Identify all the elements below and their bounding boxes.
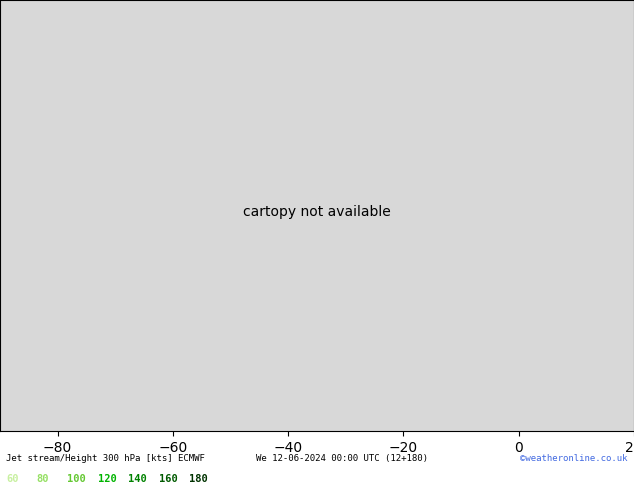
Text: cartopy not available: cartopy not available (243, 205, 391, 219)
Text: 80: 80 (37, 474, 49, 484)
Text: 120: 120 (98, 474, 117, 484)
Text: 60: 60 (6, 474, 19, 484)
Text: ©weatheronline.co.uk: ©weatheronline.co.uk (520, 454, 628, 463)
Text: 100: 100 (67, 474, 86, 484)
Text: Jet stream/Height 300 hPa [kts] ECMWF: Jet stream/Height 300 hPa [kts] ECMWF (6, 454, 205, 463)
Text: 140: 140 (128, 474, 147, 484)
Text: 180: 180 (189, 474, 208, 484)
Text: We 12-06-2024 00:00 UTC (12+180): We 12-06-2024 00:00 UTC (12+180) (256, 454, 429, 463)
Text: 160: 160 (158, 474, 178, 484)
